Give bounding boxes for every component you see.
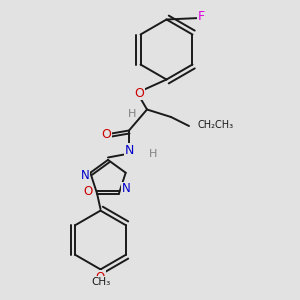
Text: O: O: [102, 128, 111, 141]
Text: CH₂CH₃: CH₂CH₃: [198, 120, 234, 130]
Text: CH₃: CH₃: [91, 277, 110, 287]
Text: N: N: [124, 143, 134, 157]
Text: O: O: [135, 86, 144, 100]
Text: N: N: [81, 169, 90, 182]
Text: F: F: [197, 10, 205, 23]
Text: O: O: [83, 184, 92, 198]
Text: H: H: [149, 148, 157, 159]
Text: H: H: [128, 109, 136, 119]
Text: N: N: [122, 182, 130, 196]
Text: O: O: [96, 271, 105, 284]
